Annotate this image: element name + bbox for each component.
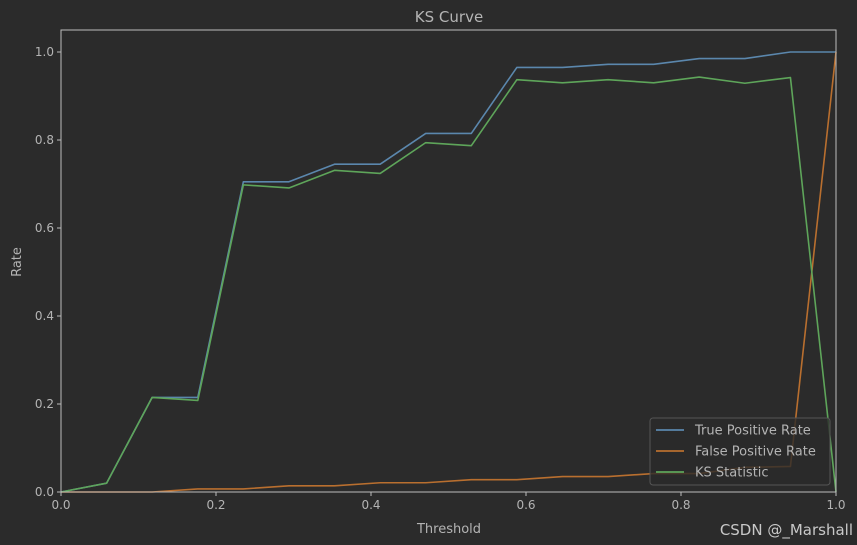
watermark: CSDN @_Marshall: [719, 521, 853, 539]
y-tick-label: 0.2: [35, 397, 54, 411]
x-tick-label: 0.0: [51, 498, 70, 512]
x-tick-label: 0.6: [516, 498, 535, 512]
ticks-layer: 0.0 0.2 0.4 0.6 0.8 1.0 0.0 0.2 0.4 0.6 0.8 1.0: [35, 45, 846, 512]
legend-label: True Positive Rate: [694, 424, 811, 439]
y-tick-label: 0.4: [35, 309, 54, 323]
plot-frame: [60, 29, 837, 493]
legend-label: KS Statistic: [695, 466, 769, 481]
y-axis-label: Rate: [10, 247, 25, 277]
y-tick-label: 0.0: [35, 485, 54, 499]
series-line-true-positive-rate: [60, 51, 836, 493]
x-tick-label: 0.8: [671, 498, 690, 512]
x-tick-label: 1.0: [826, 498, 845, 512]
x-axis-label: Threshold: [416, 522, 481, 537]
y-tick-label: 1.0: [35, 45, 54, 59]
y-tick-label: 0.8: [35, 133, 54, 147]
series-line-ks-statistic: [60, 76, 837, 493]
y-tick-label: 0.6: [35, 221, 54, 235]
chart-title: KS Curve: [415, 8, 483, 26]
x-tick-label: 0.2: [206, 498, 225, 512]
legend-label: False Positive Rate: [695, 445, 816, 460]
legend-box: [649, 417, 831, 486]
x-tick-label: 0.4: [361, 498, 380, 512]
legend: True Positive Rate False Positive Rate KS …: [649, 417, 831, 486]
